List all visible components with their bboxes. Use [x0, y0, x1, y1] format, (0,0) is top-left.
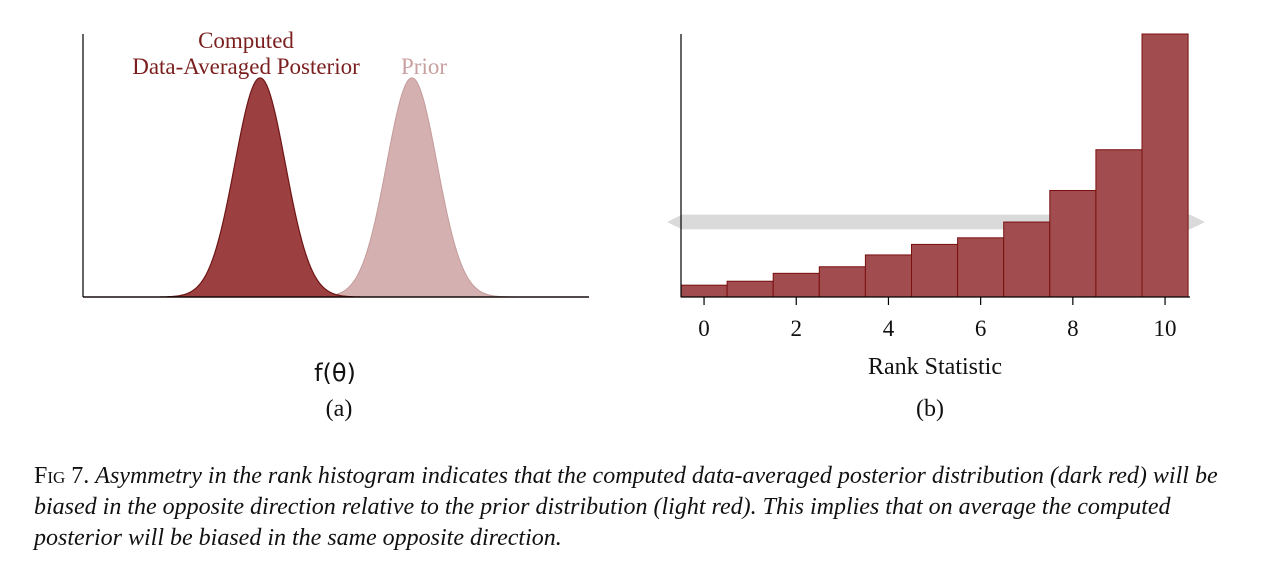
histogram-bar-10	[1141, 33, 1189, 298]
histogram-bar-7	[1003, 221, 1051, 298]
panel-a: Computed Data-Averaged Posterior Prior f…	[82, 28, 589, 422]
histogram-bars	[680, 33, 1189, 298]
histogram-bar-1	[726, 280, 774, 298]
x-tick-label-8: 8	[1067, 316, 1079, 341]
histogram-bar-0	[680, 284, 728, 298]
prior-density-area	[83, 77, 589, 298]
histogram-bar-6	[957, 237, 1005, 298]
panel-b: 0 2 4 6 8 10 Rank Statistic (b)	[667, 33, 1205, 422]
caption-fig-label: Fig 7.	[34, 463, 90, 489]
x-tick-label-4: 4	[883, 316, 895, 341]
histogram-bar-8	[1049, 189, 1097, 298]
legend-posterior-line2: Data-Averaged Posterior	[132, 54, 360, 79]
panel-b-x-ticks: 0 2 4 6 8 10	[698, 297, 1177, 341]
panel-a-sublabel: (a)	[326, 396, 353, 422]
x-tick-label-0: 0	[698, 316, 710, 341]
histogram-bar-5	[911, 243, 959, 298]
histogram-bar-3	[818, 266, 866, 298]
figure-caption: Fig 7. Asymmetry in the rank histogram i…	[34, 461, 1260, 554]
panel-b-xlabel: Rank Statistic	[868, 354, 1002, 380]
figure-canvas: Computed Data-Averaged Posterior Prior f…	[82, 28, 1205, 422]
histogram-bar-4	[864, 254, 913, 298]
histogram-bar-2	[772, 272, 820, 298]
legend-prior: Prior	[401, 54, 447, 79]
legend-posterior-line1: Computed	[198, 28, 294, 53]
x-tick-label-6: 6	[975, 316, 987, 341]
panel-b-sublabel: (b)	[916, 396, 944, 422]
posterior-density-area	[83, 77, 589, 298]
caption-text: Asymmetry in the rank histogram indicate…	[34, 463, 1218, 551]
histogram-bar-9	[1095, 149, 1143, 298]
x-tick-label-10: 10	[1154, 316, 1177, 341]
panel-a-xlabel: f(θ)	[314, 359, 356, 387]
x-tick-label-2: 2	[791, 316, 803, 341]
